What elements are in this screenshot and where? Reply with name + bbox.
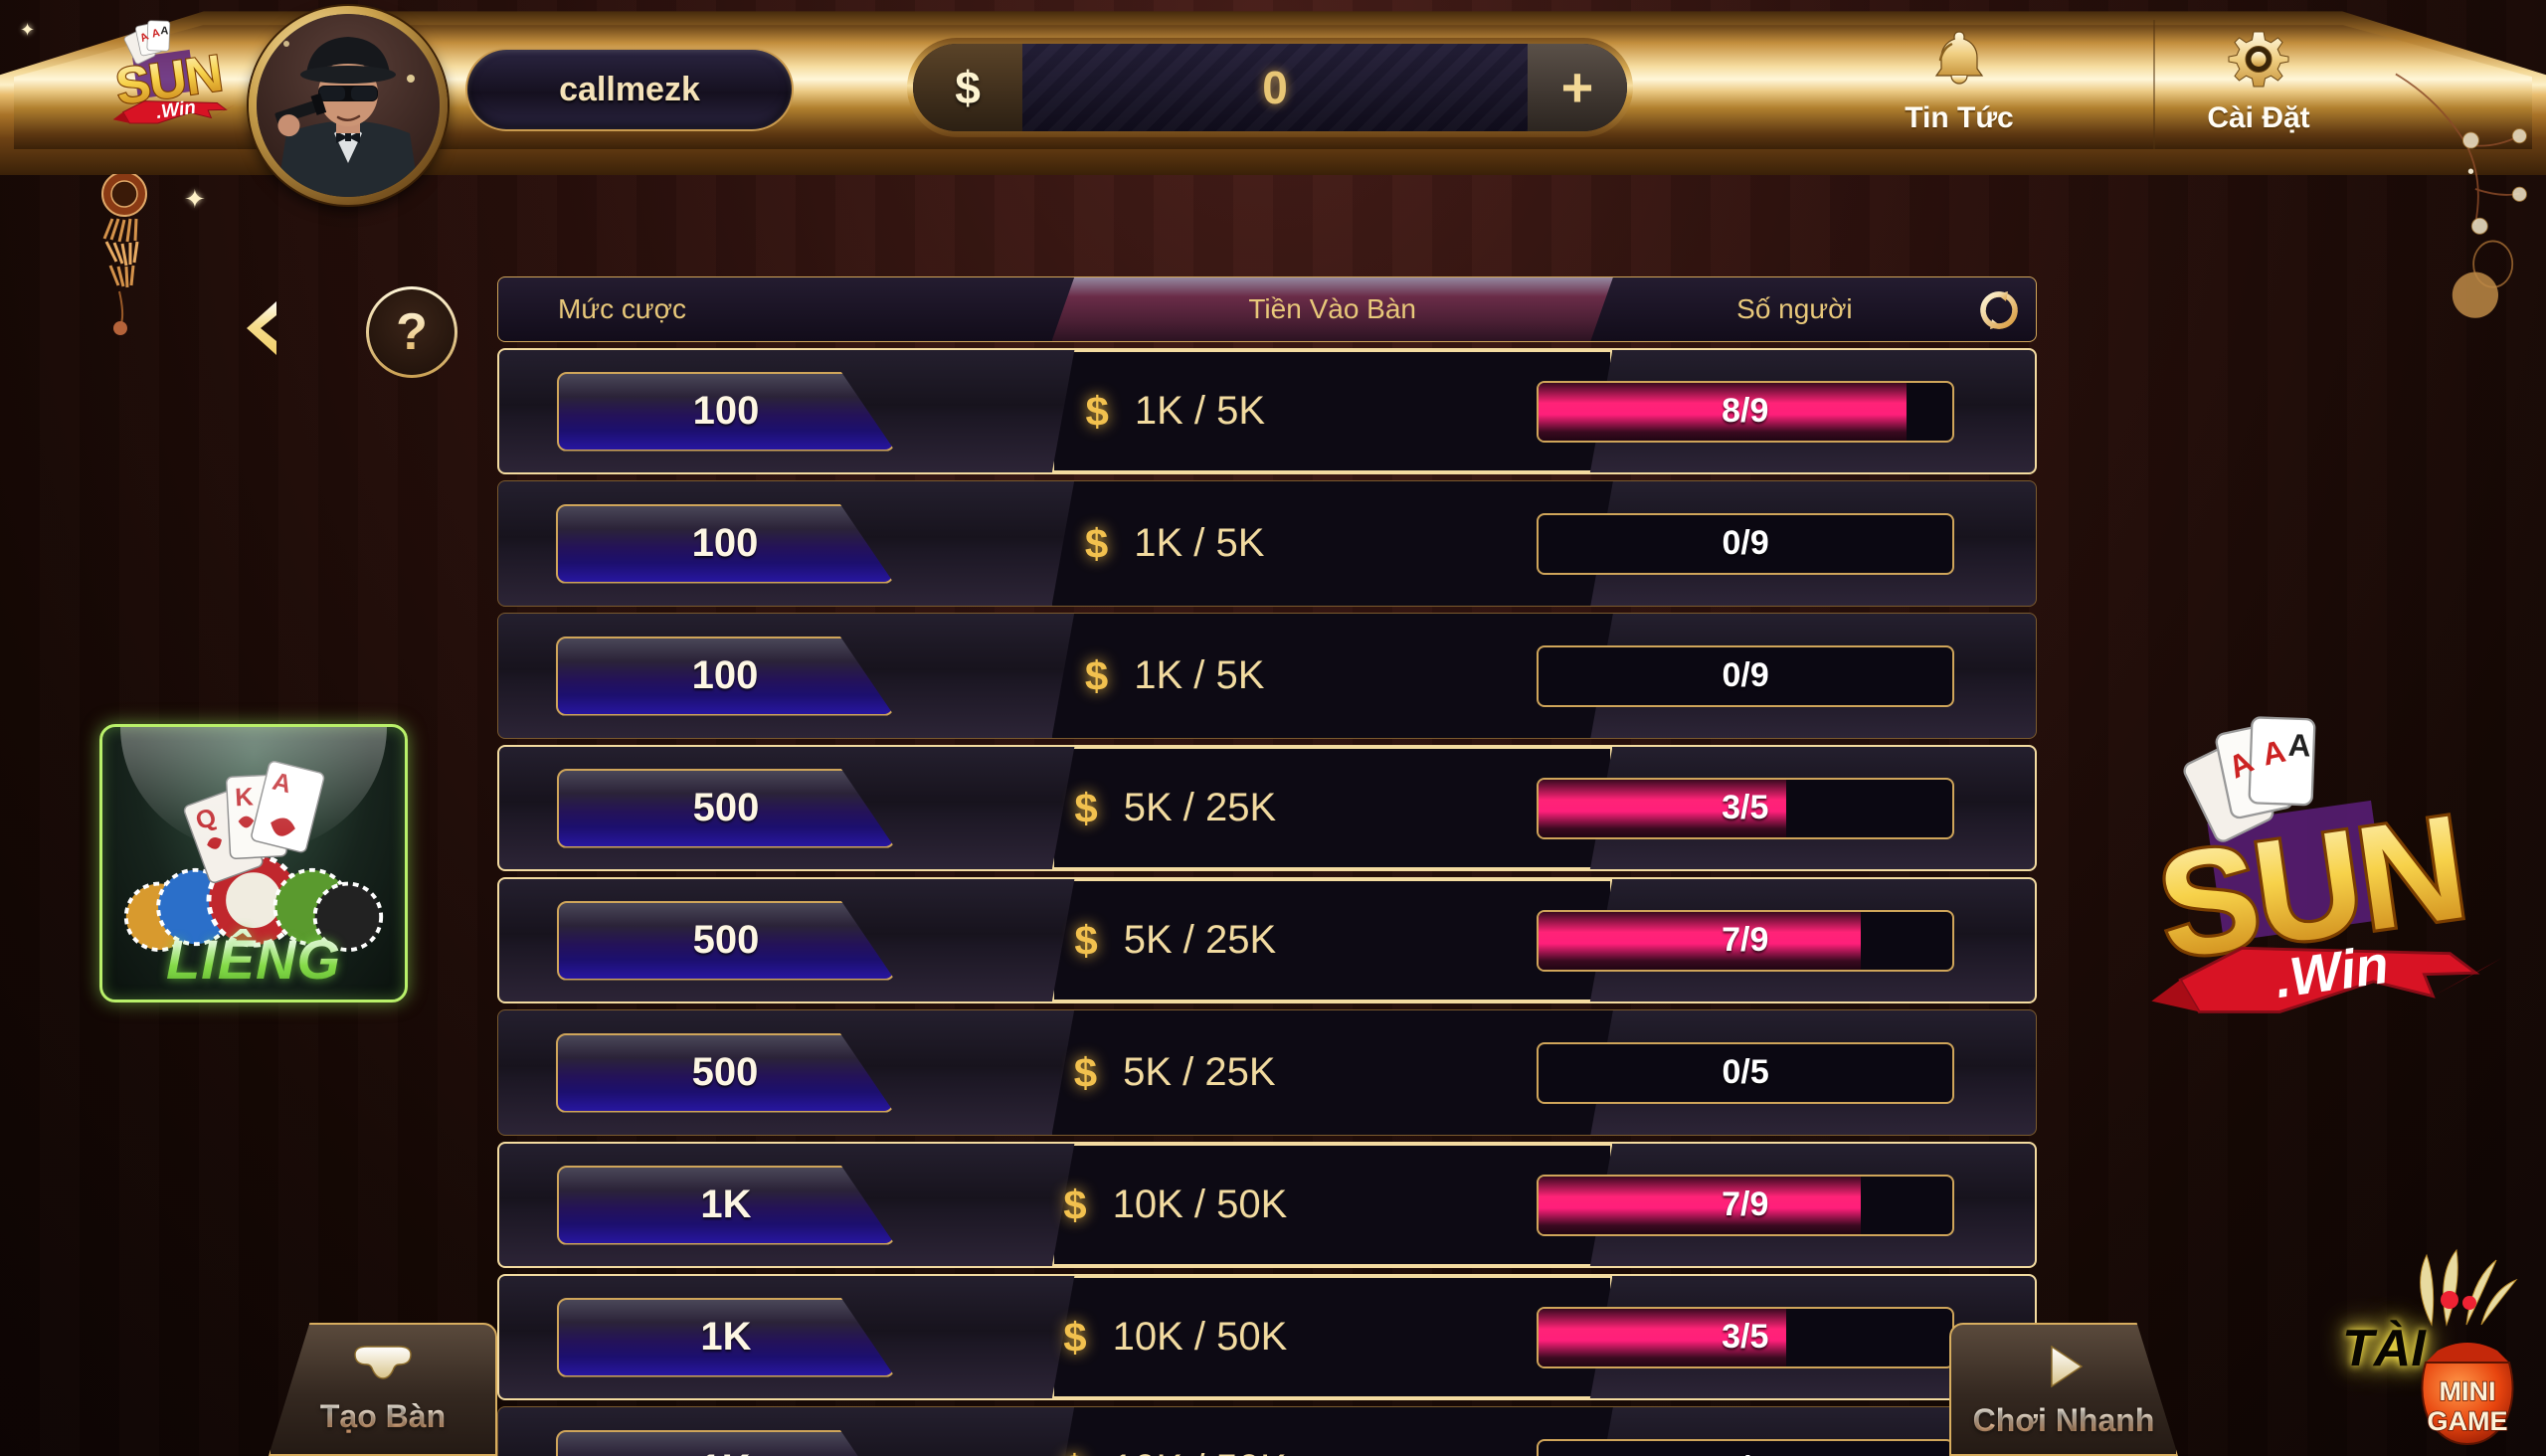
- svg-text:.Win: .Win: [155, 97, 197, 123]
- svg-text:MINI: MINI: [2440, 1376, 2496, 1406]
- svg-text:GAME: GAME: [2428, 1406, 2508, 1436]
- svg-text:A: A: [160, 25, 168, 37]
- svg-text:A: A: [2287, 727, 2311, 764]
